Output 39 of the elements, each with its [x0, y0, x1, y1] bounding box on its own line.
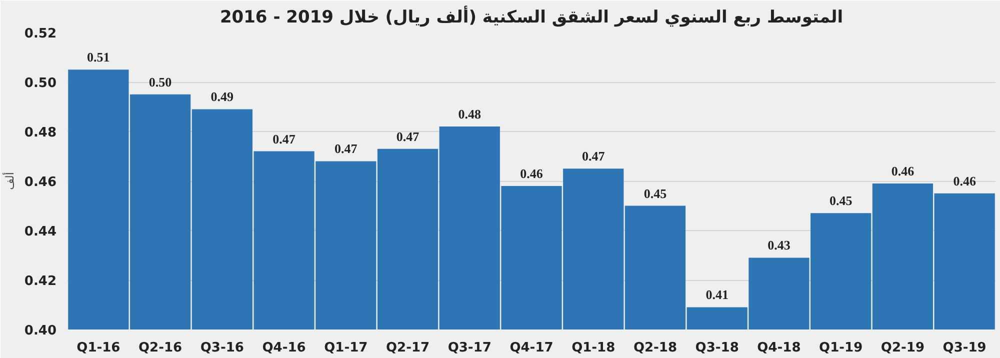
data-label: 0.43	[768, 238, 791, 253]
y-tick-label: 0.50	[24, 76, 57, 91]
data-label: 0.46	[953, 173, 976, 188]
x-tick-label: Q3-18	[695, 340, 739, 356]
data-label: 0.41	[706, 287, 728, 302]
y-tick-label: 0.48	[24, 126, 57, 140]
chart-title: المتوسط ربع السنوي لسعر الشقق السكنية (ألف ريال) خلال 2019 - 2016	[220, 6, 844, 28]
x-tick-label: Q4-18	[757, 340, 801, 356]
x-tick-label: Q2-19	[880, 340, 924, 356]
data-label: 0.51	[87, 50, 110, 65]
x-tick-label: Q3-16	[200, 340, 244, 356]
data-label: 0.45	[829, 193, 853, 208]
x-tick-label: Q3-17	[448, 340, 492, 356]
data-label: 0.47	[334, 141, 358, 156]
y-tick-label: 0.52	[24, 26, 57, 42]
data-label: 0.46	[891, 163, 915, 178]
x-tick-label: Q1-17	[324, 340, 368, 356]
x-tick-label: Q2-16	[138, 340, 182, 356]
data-label: 0.47	[272, 131, 296, 146]
x-tick-label: Q1-16	[76, 340, 120, 356]
x-tick-label: Q2-18	[633, 340, 678, 356]
y-tick-label: 0.46	[24, 175, 57, 190]
x-tick-label: Q1-19	[819, 340, 863, 356]
data-label: 0.47	[582, 148, 606, 164]
y-tick-label: 0.40	[24, 324, 57, 338]
x-tick-label: Q1-18	[572, 340, 616, 356]
x-tick-label: Q3-19	[942, 340, 986, 356]
data-label: 0.47	[396, 128, 420, 144]
data-label: 0.46	[520, 166, 544, 181]
data-label: 0.45	[644, 186, 668, 201]
y-tick-label: 0.44	[24, 224, 57, 240]
y-axis-title: ألف	[2, 172, 16, 190]
data-label: 0.49	[210, 89, 234, 104]
x-tick-label: Q4-16	[262, 340, 306, 356]
y-tick-label: 0.42	[24, 274, 57, 289]
x-tick-label: Q2-17	[386, 340, 430, 356]
data-label: 0.48	[458, 106, 482, 122]
x-tick-label: Q4-17	[510, 340, 554, 356]
data-label: 0.50	[148, 74, 172, 90]
